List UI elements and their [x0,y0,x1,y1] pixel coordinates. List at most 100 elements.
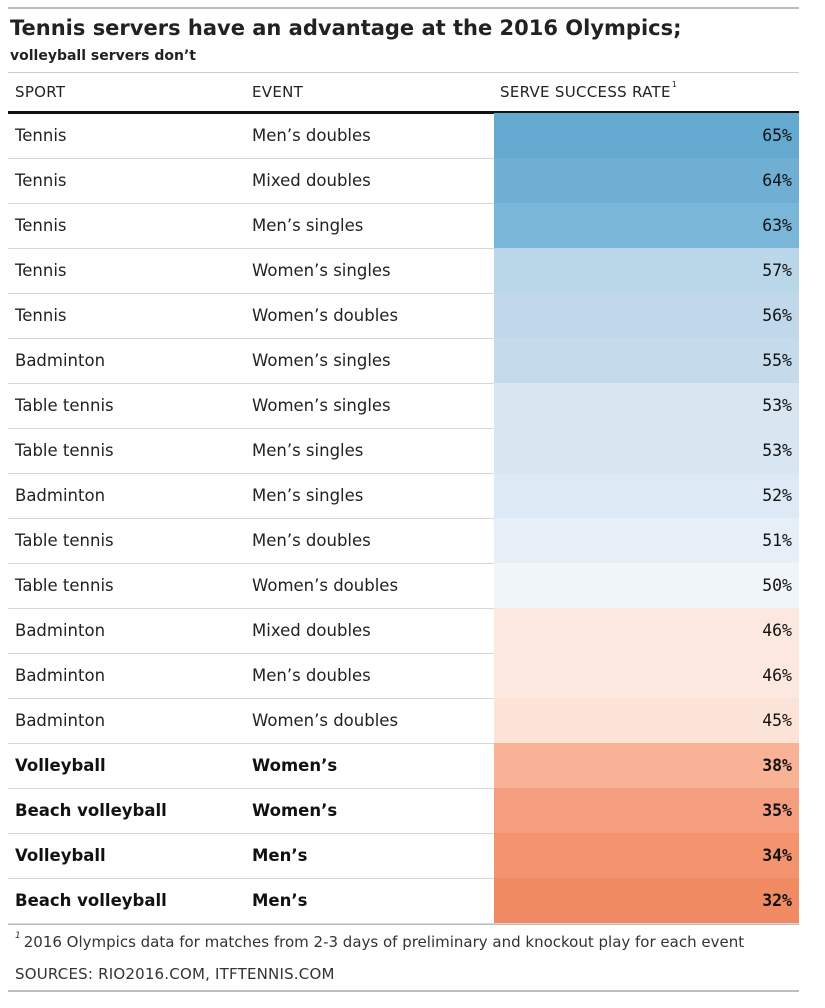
event-cell: Women’s doubles [252,576,399,595]
table-row: Badminton Men’s singles 52% [8,473,799,519]
table-row: Tennis Mixed doubles 64% [8,158,799,204]
event-cell: Men’s doubles [252,666,371,685]
table-header: SPORT EVENT SERVE SUCCESS RATE1 [8,73,799,111]
table-row: Badminton Mixed doubles 46% [8,608,799,654]
sport-cell: Badminton [15,711,106,730]
column-header-rate-label: SERVE SUCCESS RATE [500,83,671,101]
sport-cell: Badminton [15,351,106,370]
footnote: 1 2016 Olympics data for matches from 2-3… [15,931,745,951]
table-row: Beach volleyball Women’s 35% [8,788,799,834]
sport-cell: Table tennis [15,396,114,415]
rate-cell: 51% [494,518,799,563]
rate-cell: 52% [494,473,799,518]
column-header-serve-success-rate: SERVE SUCCESS RATE1 [500,80,678,101]
event-cell: Men’s doubles [252,126,371,145]
event-cell: Men’s singles [252,486,364,505]
rate-cell: 46% [494,608,799,653]
rate-value: 55% [762,351,792,370]
sport-cell: Tennis [15,261,67,280]
rate-cell: 34% [494,833,799,878]
rate-cell: 38% [494,743,799,788]
event-cell: Men’s doubles [252,531,371,550]
event-cell: Men’s singles [252,216,364,235]
rate-value: 51% [762,531,792,550]
sources: SOURCES: RIO2016.COM, ITFTENNIS.COM [15,965,335,983]
column-header-footnote-mark: 1 [671,80,678,89]
rate-cell: 56% [494,293,799,338]
column-header-event: EVENT [252,83,304,101]
bottom-rule [8,924,799,925]
event-cell: Women’s [252,801,338,820]
sport-cell: Beach volleyball [15,801,167,820]
sport-cell: Table tennis [15,441,114,460]
rate-cell: 35% [494,788,799,833]
event-cell: Men’s [252,891,308,910]
sport-cell: Badminton [15,621,106,640]
rate-cell: 55% [494,338,799,383]
final-rule [8,990,799,992]
sport-cell: Tennis [15,171,67,190]
table-row: Table tennis Women’s doubles 50% [8,563,799,609]
rate-value: 53% [762,441,792,460]
sport-cell: Beach volleyball [15,891,167,910]
rate-value: 63% [762,216,792,235]
sport-cell: Volleyball [15,756,106,775]
event-cell: Mixed doubles [252,171,371,190]
rate-value: 57% [762,261,792,280]
table-row: Beach volleyball Men’s 32% [8,878,799,924]
rate-value: 64% [762,171,792,190]
rate-value: 46% [762,666,792,685]
footnote-mark: 1 [15,931,21,941]
top-rule [8,7,799,9]
footnote-text: 2016 Olympics data for matches from 2-3 … [23,933,745,951]
event-cell: Women’s singles [252,351,391,370]
rate-cell: 45% [494,698,799,743]
rate-cell: 46% [494,653,799,698]
table-row: Tennis Women’s doubles 56% [8,293,799,339]
table-row: Volleyball Men’s 34% [8,833,799,879]
sport-cell: Tennis [15,216,67,235]
event-cell: Men’s singles [252,441,364,460]
rate-cell: 50% [494,563,799,608]
event-cell: Women’s doubles [252,711,399,730]
sport-cell: Badminton [15,486,106,505]
rate-value: 34% [762,846,792,865]
rate-value: 50% [762,576,792,595]
table-row: Table tennis Women’s singles 53% [8,383,799,429]
event-cell: Mixed doubles [252,621,371,640]
rate-value: 65% [762,126,792,145]
rate-cell: 32% [494,878,799,923]
event-cell: Women’s singles [252,261,391,280]
chart-title: Tennis servers have an advantage at the … [10,16,682,40]
rate-cell: 63% [494,203,799,248]
rate-value: 56% [762,306,792,325]
sport-cell: Volleyball [15,846,106,865]
sport-cell: Badminton [15,666,106,685]
rate-cell: 65% [494,113,799,158]
header-top-rule [8,72,799,73]
table-row: Tennis Women’s singles 57% [8,248,799,294]
column-header-sport: SPORT [15,83,66,101]
rate-value: 53% [762,396,792,415]
event-cell: Women’s [252,756,338,775]
sport-cell: Tennis [15,126,67,145]
rate-value: 46% [762,621,792,640]
header-rule [8,111,799,114]
table-row: Badminton Women’s singles 55% [8,338,799,384]
event-cell: Women’s singles [252,396,391,415]
table-row: Badminton Women’s doubles 45% [8,698,799,744]
event-cell: Women’s doubles [252,306,399,325]
rate-value: 32% [762,891,792,910]
rate-value: 45% [762,711,792,730]
sport-cell: Tennis [15,306,67,325]
table-row: Tennis Men’s doubles 65% [8,113,799,159]
sport-cell: Table tennis [15,576,114,595]
table-row: Volleyball Women’s 38% [8,743,799,789]
rate-cell: 53% [494,383,799,428]
table-row: Table tennis Men’s singles 53% [8,428,799,474]
rate-value: 52% [762,486,792,505]
sport-cell: Table tennis [15,531,114,550]
rate-value: 35% [762,801,792,820]
rate-value: 38% [762,756,792,775]
event-cell: Men’s [252,846,308,865]
